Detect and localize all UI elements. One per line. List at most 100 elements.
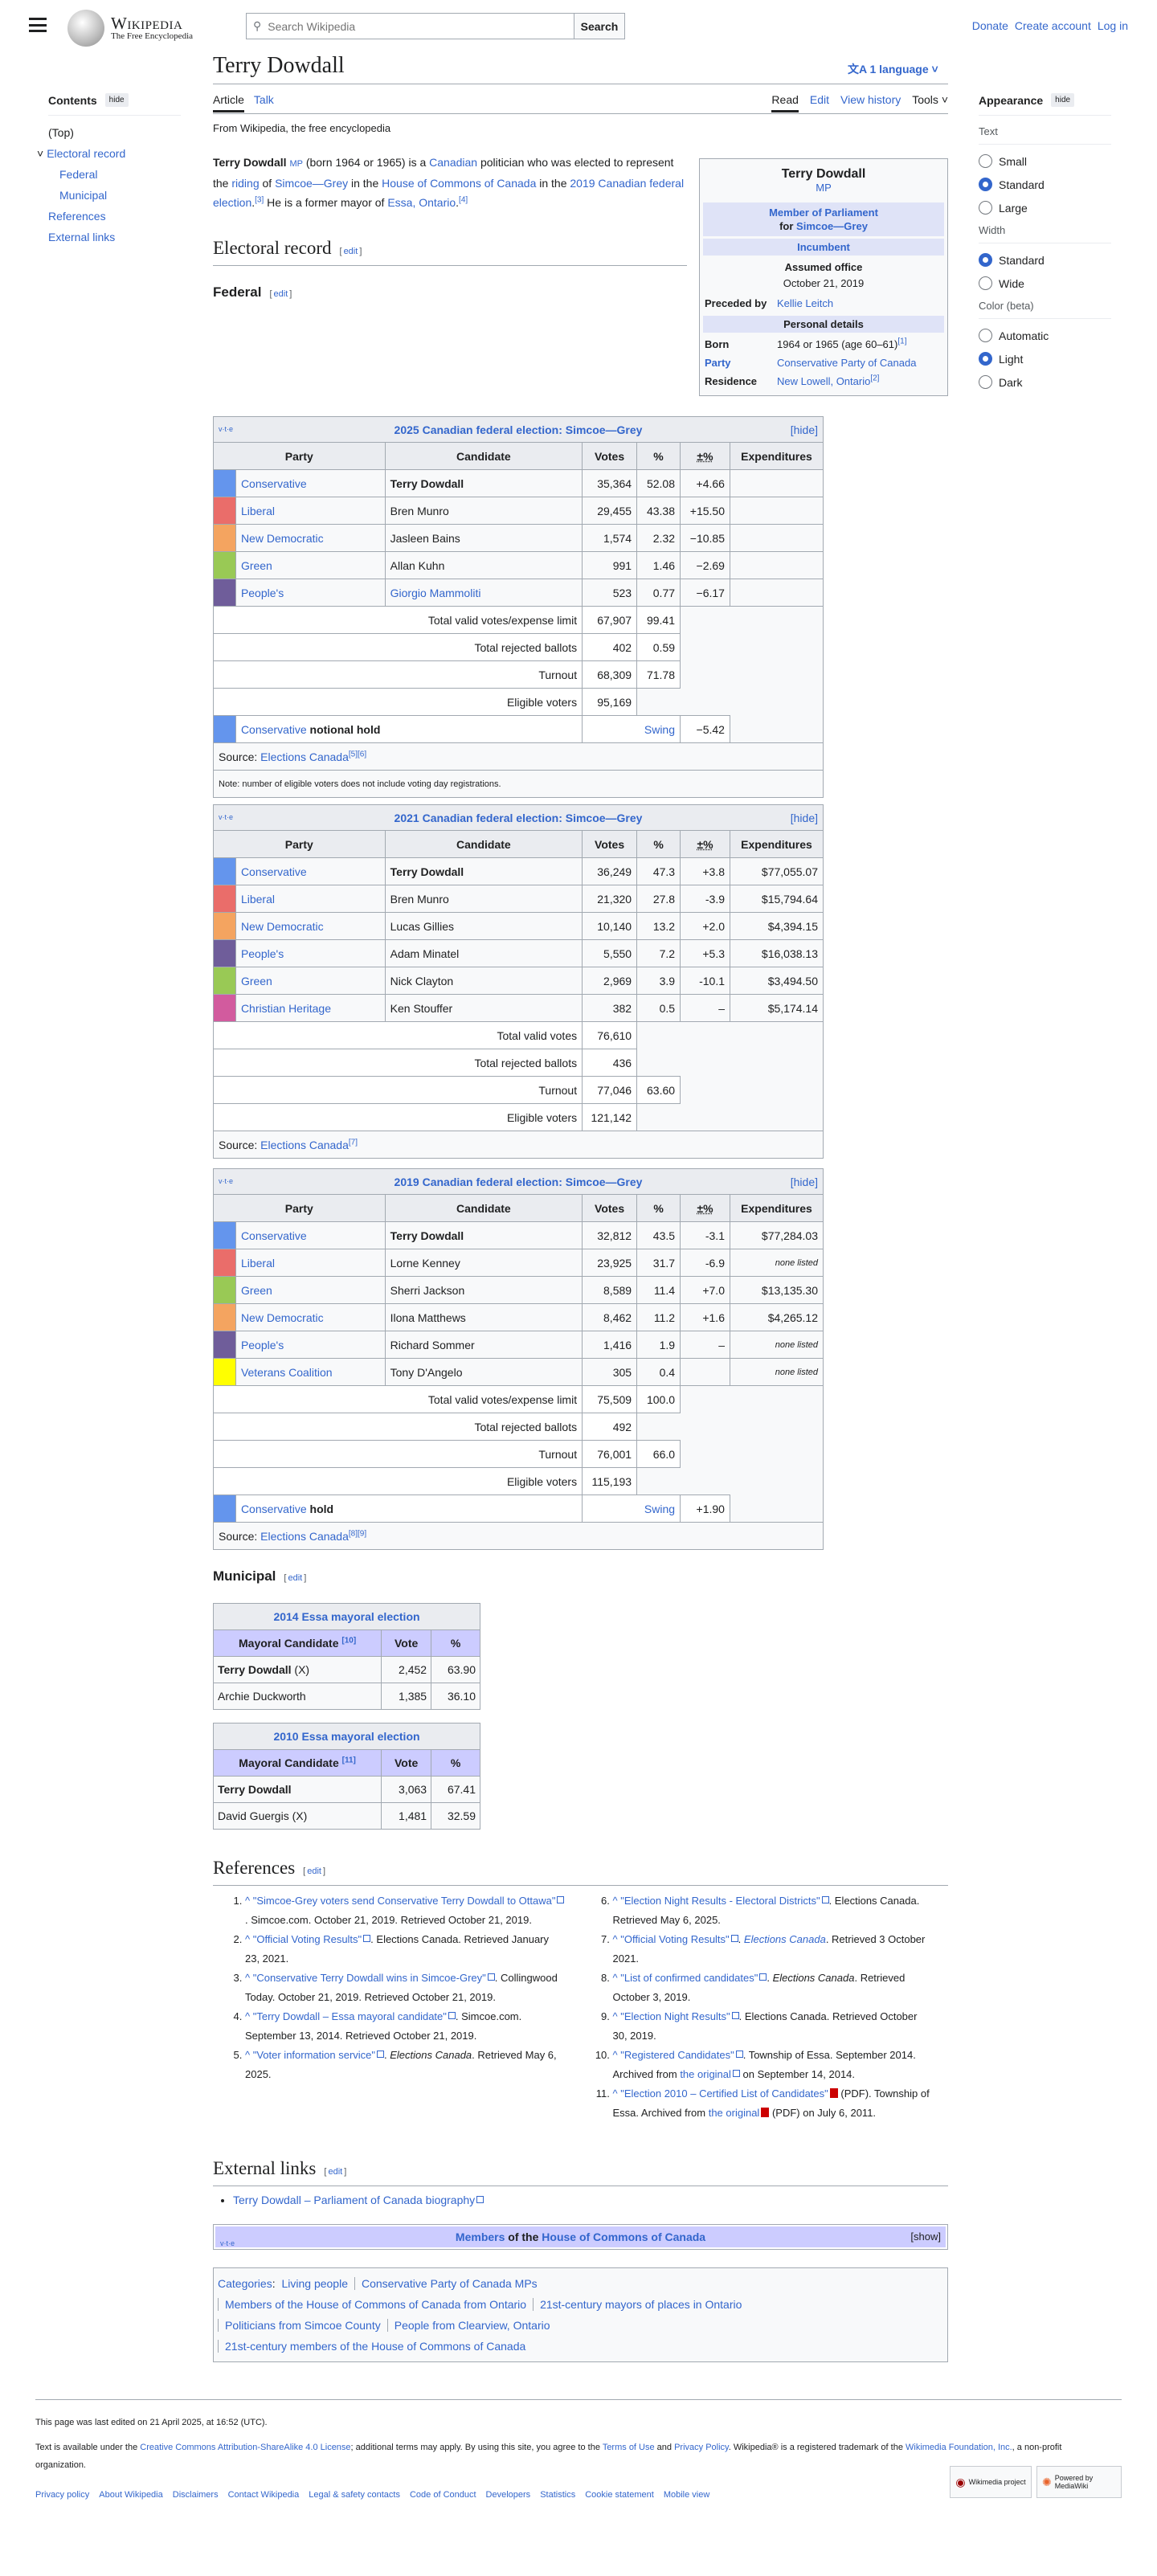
party-link[interactable]: Conservative bbox=[240, 1502, 307, 1515]
citation-link[interactable]: [3] bbox=[255, 195, 264, 205]
toc-item[interactable]: External links bbox=[48, 227, 181, 247]
toc-item[interactable]: Federal bbox=[48, 164, 181, 185]
appearance-option[interactable]: Wide bbox=[979, 276, 1111, 290]
appearance-option[interactable]: Standard bbox=[979, 253, 1111, 267]
party-link[interactable]: Conservative bbox=[240, 722, 307, 736]
category-link[interactable]: People from Clearview, Ontario bbox=[386, 2319, 557, 2332]
inline-link[interactable]: ^ bbox=[612, 1895, 621, 1907]
infobox-residence-link[interactable]: New Lowell, Ontario bbox=[777, 375, 871, 387]
inline-link[interactable]: ^ bbox=[245, 1933, 253, 1945]
table-title-link[interactable]: 2014 Essa mayoral election bbox=[273, 1610, 420, 1623]
inline-link[interactable]: ^ bbox=[612, 2087, 621, 2100]
party-link[interactable]: People's bbox=[240, 947, 284, 960]
inline-link[interactable]: "Election 2010 – Certified List of Candi… bbox=[620, 2087, 828, 2100]
party-link[interactable]: Green bbox=[240, 1283, 272, 1297]
inline-link[interactable]: "Conservative Terry Dowdall wins in Simc… bbox=[252, 1972, 486, 1984]
footer-link[interactable]: Mobile view bbox=[663, 2490, 710, 2500]
inline-link[interactable]: Simcoe—Grey bbox=[275, 177, 349, 190]
navbox-show-button[interactable]: [show] bbox=[910, 2226, 941, 2247]
wikipedia-logo[interactable]: Wikipedia The Free Encyclopedia bbox=[67, 10, 193, 47]
inline-link[interactable]: "Terry Dowdall – Essa mayoral candidate" bbox=[252, 2010, 447, 2022]
table-hide-button[interactable]: [hide] bbox=[790, 423, 818, 436]
inline-link[interactable]: "List of confirmed candidates" bbox=[620, 1972, 758, 1984]
inline-link[interactable]: ^ bbox=[245, 1972, 253, 1984]
appearance-hide-button[interactable]: hide bbox=[1051, 93, 1075, 107]
source-link[interactable]: Elections Canada bbox=[260, 1138, 349, 1151]
inline-link[interactable]: ^ bbox=[612, 2010, 621, 2022]
donate-link[interactable]: Donate bbox=[971, 19, 1008, 32]
appearance-option[interactable]: Light bbox=[979, 352, 1111, 366]
appearance-option[interactable]: Standard bbox=[979, 178, 1111, 191]
inline-link[interactable]: riding bbox=[231, 177, 260, 190]
footer-link[interactable]: Developers bbox=[485, 2490, 531, 2500]
inline-link[interactable]: Canadian bbox=[429, 156, 478, 169]
vte-links[interactable]: v·t·e bbox=[219, 813, 233, 821]
table-hide-button[interactable]: [hide] bbox=[790, 1176, 818, 1188]
login-link[interactable]: Log in bbox=[1097, 19, 1128, 32]
inline-link[interactable]: "Voter information service" bbox=[252, 2049, 376, 2061]
infobox-mp-link[interactable]: MP bbox=[816, 182, 832, 194]
inline-link[interactable]: the original bbox=[708, 2107, 760, 2119]
radio-button[interactable] bbox=[979, 276, 992, 290]
inline-link[interactable]: Elections Canada bbox=[743, 1933, 826, 1945]
category-link[interactable]: 21st-century members of the House of Com… bbox=[218, 2340, 533, 2353]
party-link[interactable]: People's bbox=[240, 1338, 284, 1351]
citation-link[interactable]: [2] bbox=[870, 374, 880, 383]
category-link[interactable]: Living people bbox=[281, 2277, 348, 2290]
swing-link[interactable]: Swing bbox=[644, 722, 676, 736]
categories-label-link[interactable]: Categories bbox=[218, 2277, 272, 2290]
party-link[interactable]: People's bbox=[240, 586, 284, 599]
inline-link[interactable]: "Simcoe-Grey voters send Conservative Te… bbox=[252, 1895, 556, 1907]
category-link[interactable]: 21st-century mayors of places in Ontario bbox=[533, 2298, 749, 2311]
inline-link[interactable]: "Official Voting Results" bbox=[620, 1933, 730, 1945]
tab-read[interactable]: Read bbox=[771, 93, 799, 112]
inline-link[interactable]: "Election Night Results" bbox=[620, 2010, 730, 2022]
chevron-down-icon[interactable]: ˅ bbox=[37, 147, 44, 160]
appearance-option[interactable]: Large bbox=[979, 201, 1111, 215]
vte-links[interactable]: v·t·e bbox=[219, 1177, 233, 1185]
language-button[interactable]: 文A 1 language ˅ bbox=[848, 63, 938, 76]
candidate-name[interactable]: Giorgio Mammoliti bbox=[390, 586, 481, 599]
citation-link[interactable]: [4] bbox=[459, 195, 468, 205]
footer-link[interactable]: Disclaimers bbox=[172, 2490, 219, 2500]
navbox-house-link[interactable]: House of Commons of Canada bbox=[542, 2230, 706, 2243]
toc-item[interactable]: Municipal bbox=[48, 185, 181, 206]
radio-button[interactable] bbox=[979, 253, 992, 267]
party-link[interactable]: New Democratic bbox=[240, 919, 324, 933]
footer-link[interactable]: Privacy policy bbox=[35, 2490, 90, 2500]
footer-link[interactable]: Statistics bbox=[540, 2490, 576, 2500]
inline-link[interactable]: House of Commons of Canada bbox=[382, 177, 537, 190]
inline-link[interactable]: ^ bbox=[245, 2049, 253, 2061]
source-link[interactable]: Elections Canada bbox=[260, 1529, 349, 1543]
party-link[interactable]: Green bbox=[240, 558, 272, 572]
party-link[interactable]: Conservative bbox=[240, 865, 307, 878]
tab-talk[interactable]: Talk bbox=[253, 93, 274, 106]
tab-article[interactable]: Article bbox=[213, 93, 244, 112]
inline-link[interactable]: "Official Voting Results" bbox=[252, 1933, 362, 1945]
edit-section-link[interactable]: edit bbox=[288, 1573, 303, 1583]
party-link[interactable]: New Democratic bbox=[240, 531, 324, 545]
party-link[interactable]: Conservative bbox=[240, 1229, 307, 1242]
infobox-party-label[interactable]: Party bbox=[705, 357, 731, 369]
inline-link[interactable]: ^ bbox=[612, 1933, 621, 1945]
edit-section-link[interactable]: edit bbox=[307, 1867, 321, 1876]
footer-link[interactable]: Legal & safety contacts bbox=[309, 2490, 400, 2500]
table-title-link[interactable]: 2025 Canadian federal election: Simcoe—G… bbox=[394, 423, 643, 436]
radio-button[interactable] bbox=[979, 352, 992, 366]
inline-link[interactable]: the original bbox=[680, 2068, 731, 2080]
vte-links[interactable]: v·t·e bbox=[219, 425, 233, 433]
infobox-riding-link[interactable]: Simcoe—Grey bbox=[796, 220, 868, 232]
inline-link[interactable]: "Election Night Results - Electoral Dist… bbox=[620, 1895, 820, 1907]
tab-view-history[interactable]: View history bbox=[840, 93, 901, 106]
inline-link[interactable]: "Registered Candidates" bbox=[620, 2049, 734, 2061]
infobox-office-link[interactable]: Member of Parliament bbox=[769, 206, 878, 219]
inline-link[interactable]: MP bbox=[289, 159, 303, 169]
footer-link[interactable]: Cookie statement bbox=[585, 2490, 654, 2500]
party-link[interactable]: New Democratic bbox=[240, 1310, 324, 1324]
citation-link[interactable]: [1] bbox=[897, 337, 907, 346]
toc-item[interactable]: (Top) bbox=[48, 122, 181, 143]
appearance-option[interactable]: Automatic bbox=[979, 329, 1111, 342]
party-link[interactable]: Conservative bbox=[240, 476, 307, 490]
footer-link[interactable]: Contact Wikipedia bbox=[227, 2490, 300, 2500]
edit-section-link[interactable]: edit bbox=[343, 247, 358, 256]
